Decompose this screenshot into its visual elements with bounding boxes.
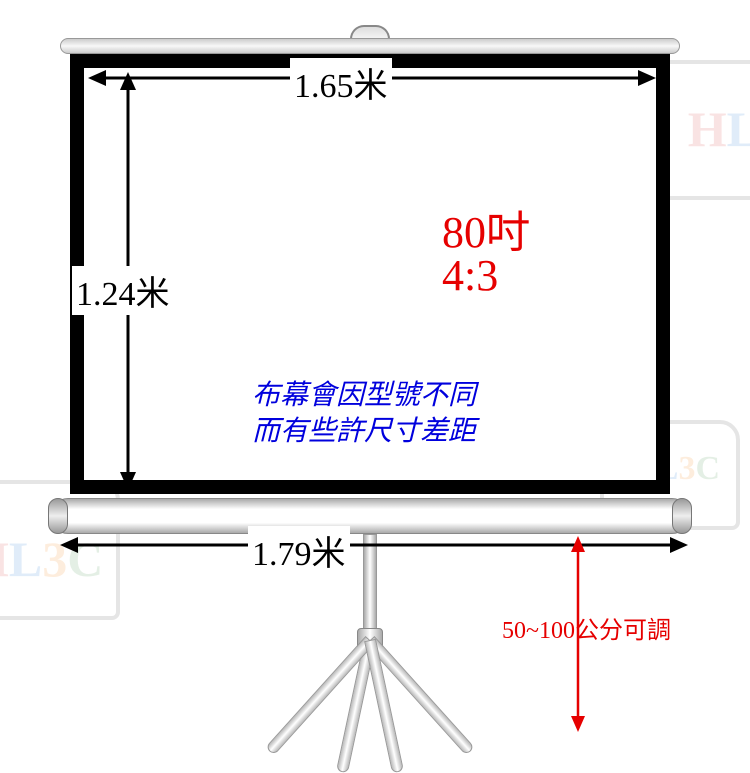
screen-height-label: 1.24米 xyxy=(72,266,174,315)
roller-case xyxy=(50,498,690,534)
screen-width-label: 1.65米 xyxy=(290,58,392,107)
screen-top-bar xyxy=(60,38,680,54)
case-width-arrow xyxy=(60,535,688,555)
roller-cap-left xyxy=(48,498,68,534)
dimension-disclaimer: 布幕會因型號不同 而有些許尺寸差距 xyxy=(252,378,476,451)
screen-hanger xyxy=(350,25,390,39)
adjustable-height-label: 50~100公分可調 xyxy=(502,610,671,645)
aspect-ratio-label: 4:3 xyxy=(442,250,498,301)
roller-cap-right xyxy=(672,498,692,534)
tripod-leg xyxy=(265,636,374,756)
note-line2: 而有些許尺寸差距 xyxy=(252,414,476,450)
case-width-label: 1.79米 xyxy=(248,526,350,575)
note-line1: 布幕會因型號不同 xyxy=(252,378,476,414)
